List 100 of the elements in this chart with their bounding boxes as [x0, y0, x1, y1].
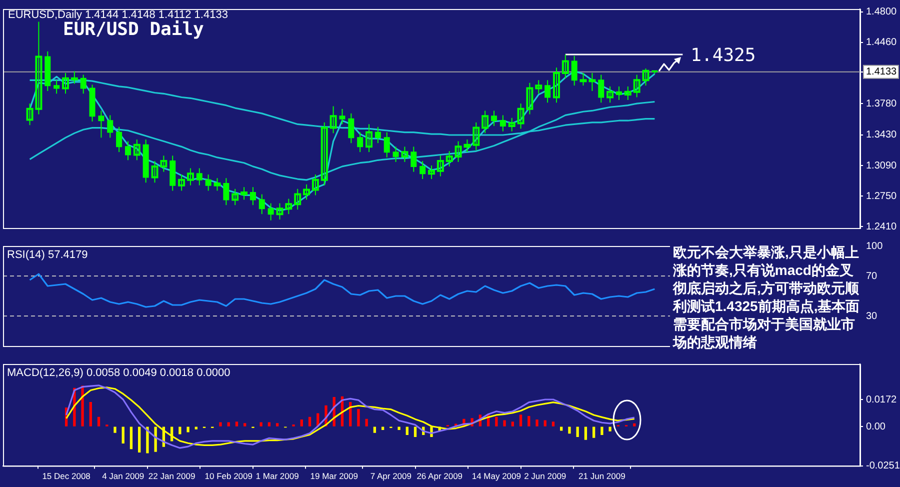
candlestick: [62, 72, 69, 94]
ref-line-label: 1.4325: [690, 45, 756, 66]
bar: [536, 419, 538, 426]
bar: [495, 416, 498, 426]
x-tick-label: 21 Jun 2009: [578, 471, 626, 482]
bar: [227, 422, 230, 426]
x-tick-label: 2 Jun 2009: [524, 471, 566, 482]
chart-title: RSI(14) 57.4179: [7, 249, 88, 261]
bar: [300, 419, 303, 426]
y-tick-label: 1.2410: [866, 221, 898, 232]
bar: [244, 423, 246, 426]
bar: [260, 422, 262, 426]
bar: [138, 426, 141, 453]
candlestick: [366, 124, 373, 153]
bar: [268, 422, 271, 426]
y-tick-label: 1.3430: [866, 130, 898, 141]
x-tick-label: 1 Mar 2009: [256, 471, 300, 482]
bar: [584, 426, 588, 440]
bar: [414, 426, 417, 438]
bar: [528, 416, 530, 426]
bar: [373, 426, 376, 433]
bar: [81, 386, 84, 426]
bar: [276, 423, 279, 426]
candlestick: [482, 110, 489, 134]
bar: [592, 426, 596, 438]
bar: [114, 426, 116, 433]
bar: [194, 426, 198, 430]
bar: [600, 426, 604, 436]
bar: [544, 420, 546, 426]
candlestick: [186, 168, 194, 186]
candlestick: [178, 174, 186, 192]
bar: [146, 426, 149, 454]
annotation: EURUSD,Daily 1.4144 1.4148 1.4112 1.4133: [8, 8, 228, 21]
candlestick: [508, 117, 516, 132]
candlestick: [535, 80, 542, 94]
bar: [406, 426, 408, 436]
candlestick: [294, 188, 302, 210]
bar: [568, 426, 571, 434]
candlestick: [214, 178, 221, 192]
bar: [519, 414, 522, 426]
x-tick-label: 22 Jan 2009: [148, 471, 196, 482]
bar: [552, 422, 555, 426]
bar: [308, 416, 312, 426]
candlestick: [428, 165, 435, 180]
bar: [178, 426, 182, 434]
candlestick: [285, 198, 292, 215]
bar: [357, 409, 360, 426]
x-tick-label: 15 Dec 2008: [42, 471, 91, 482]
x-tick-label: 7 Apr 2009: [370, 471, 412, 482]
bar: [503, 420, 506, 426]
candlestick: [642, 68, 650, 86]
chart-title: MACD(12,26,9) 0.0058 0.0049 0.0018 0.0000: [7, 367, 230, 379]
y-tick-label: 0.00: [866, 421, 886, 432]
candlestick: [472, 122, 480, 151]
candlestick: [436, 155, 444, 177]
y-tick-label: 70: [866, 270, 878, 282]
candlestick: [312, 174, 319, 196]
bar: [186, 426, 190, 432]
bar: [560, 426, 563, 431]
bar: [219, 422, 222, 426]
y-tick-label: 1.4800: [866, 6, 898, 18]
candlestick: [446, 150, 453, 167]
y-tick-label: 1.2750: [866, 190, 898, 202]
bar: [97, 416, 100, 426]
bar: [576, 426, 579, 438]
candlestick: [401, 146, 408, 162]
bar: [235, 422, 238, 426]
y-tick-label: 1.4460: [866, 37, 898, 48]
candlestick: [276, 202, 284, 220]
y-tick-label: 30: [866, 310, 878, 322]
x-tick-label: 26 Apr 2009: [416, 471, 463, 482]
y-tick-label: 0.0172: [866, 394, 898, 406]
candlestick: [70, 70, 78, 84]
candlestick: [552, 67, 560, 104]
y-tick-label: 100: [866, 240, 884, 252]
candlestick: [320, 122, 328, 186]
bar: [633, 423, 636, 426]
candlestick: [562, 54, 569, 79]
y-tick-label: 1.4133: [866, 66, 898, 78]
bar: [89, 402, 92, 426]
x-tick-label: 19 Mar 2009: [310, 471, 358, 482]
candlestick: [240, 186, 248, 200]
bar: [381, 426, 384, 430]
x-tick-label: 14 May 2009: [472, 471, 522, 482]
y-tick-label: 1.3090: [866, 160, 898, 172]
candlestick: [624, 86, 632, 100]
text: 欧元不会大举暴涨,只是小幅上涨的节奏,只有说macd的金叉彻底启动之后,方可带动欧元顺利测试1.4325前期高点,基本面需要配合市场对于美国就业市场的悲观情绪: [670, 241, 864, 353]
bar: [122, 426, 124, 444]
bar: [608, 426, 612, 432]
candlestick: [232, 188, 239, 206]
bar: [130, 426, 133, 450]
bar: [365, 418, 368, 426]
y-tick-label: -0.0251: [866, 460, 900, 472]
x-tick-label: 4 Jan 2009: [102, 471, 144, 482]
y-tick-label: 1.3780: [866, 98, 898, 110]
x-tick-label: 10 Feb 2009: [204, 471, 253, 482]
bar: [511, 422, 514, 426]
candlestick: [633, 74, 640, 98]
candlestick: [133, 138, 140, 161]
candlestick: [606, 86, 614, 104]
